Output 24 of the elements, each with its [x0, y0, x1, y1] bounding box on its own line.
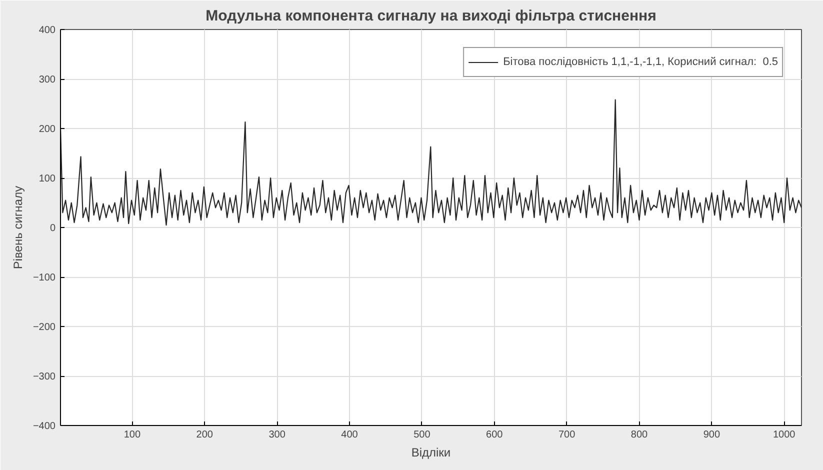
legend-label: Бітова послідовність 1,1,-1,-1,1, Корисний сигнал: 0.5 — [503, 56, 778, 68]
x-tick-label: 600 — [486, 430, 504, 440]
y-tick-label: 0 — [50, 223, 56, 234]
y-axis-title: Рівень сигналу — [10, 186, 25, 270]
chart-title: Модульна компонента сигналу на виході фільтра стиснення — [206, 8, 656, 24]
y-tick-label: −100 — [32, 272, 56, 284]
x-tick-label: 900 — [703, 430, 720, 440]
y-tick-label: 300 — [38, 74, 56, 86]
y-tick-label: −300 — [32, 372, 56, 382]
line-series — [60, 99, 802, 226]
y-tick-label: 200 — [38, 124, 56, 135]
y-tick-label: 100 — [38, 174, 56, 184]
x-axis-title: Відліки — [411, 446, 451, 460]
y-tick-label: −200 — [32, 322, 56, 333]
x-tick-label: 500 — [414, 430, 431, 440]
x-tick-label: 100 — [124, 430, 141, 440]
x-tick-label: 1000 — [772, 430, 796, 440]
y-tick-label: −400 — [32, 421, 56, 432]
x-tick-label: 800 — [630, 430, 648, 440]
x-tick-label: 700 — [558, 430, 576, 440]
x-tick-label: 200 — [196, 430, 214, 440]
y-tick-label: 400 — [38, 25, 56, 36]
x-tick-label: 300 — [268, 430, 286, 440]
x-tick-label: 400 — [341, 430, 358, 440]
